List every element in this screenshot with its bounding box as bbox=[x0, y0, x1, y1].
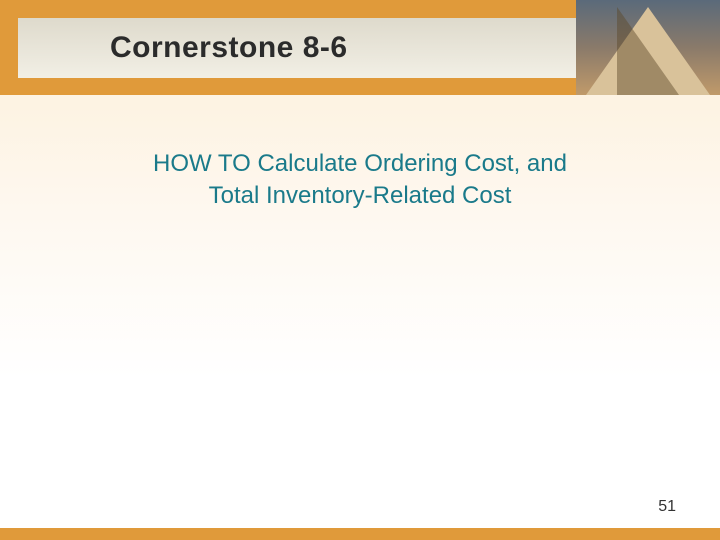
page-number: 51 bbox=[658, 498, 676, 516]
pyramid-image bbox=[576, 0, 720, 95]
slide-title: Cornerstone 8-6 bbox=[18, 31, 348, 65]
header-band: Cornerstone 8-6 bbox=[0, 0, 720, 95]
subtitle: HOW TO Calculate Ordering Cost, and Tota… bbox=[0, 148, 720, 212]
pyramid-shadow bbox=[617, 7, 679, 95]
slide: Cornerstone 8-6 HOW TO Calculate Orderin… bbox=[0, 0, 720, 540]
subtitle-line-2: Total Inventory-Related Cost bbox=[100, 180, 620, 212]
footer-bar bbox=[0, 528, 720, 540]
subtitle-line-1: HOW TO Calculate Ordering Cost, and bbox=[100, 148, 620, 180]
header-inner: Cornerstone 8-6 bbox=[18, 18, 576, 78]
